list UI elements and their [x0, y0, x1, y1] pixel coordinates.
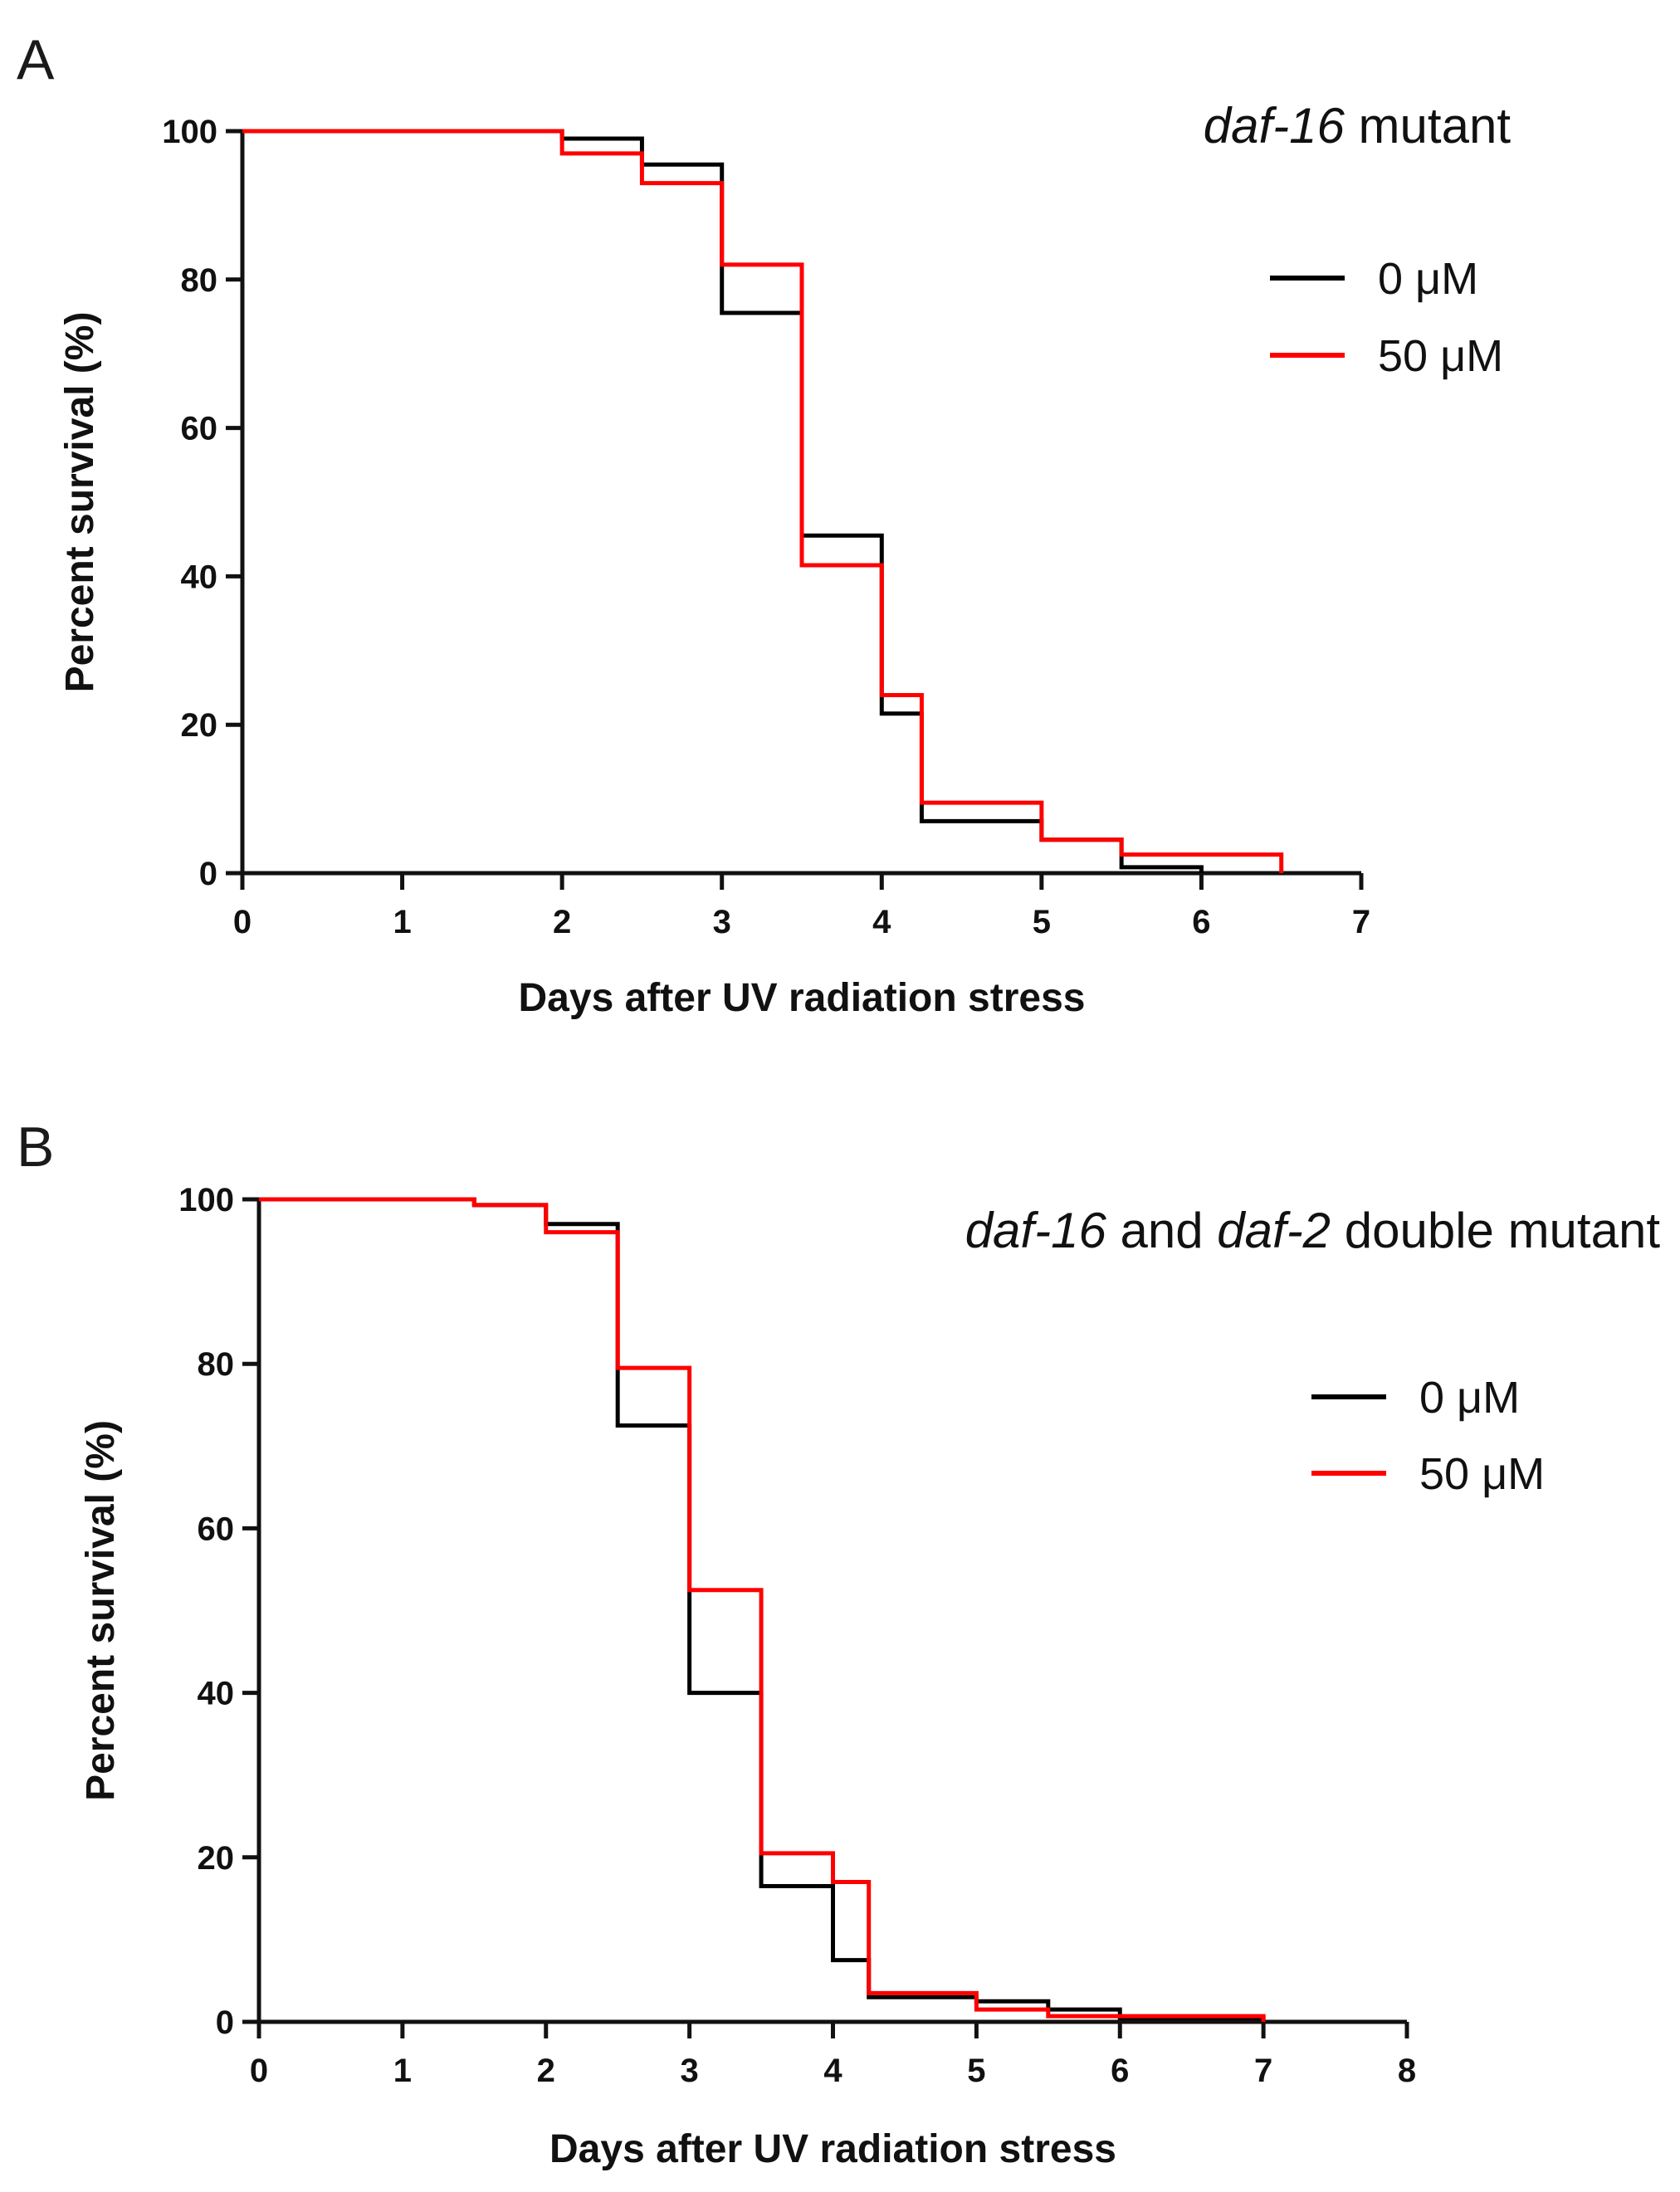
legend-label: 0 μM: [1419, 1373, 1520, 1423]
x-tick-label: 2: [553, 904, 571, 940]
x-tick-label: 3: [681, 2053, 699, 2089]
x-tick-label: 2: [537, 2053, 555, 2089]
x-tick-label: 4: [823, 2053, 842, 2089]
x-tick-label: 8: [1398, 2053, 1416, 2089]
panel-letter: B: [17, 1116, 54, 1179]
x-axis-title: Days after UV radiation stress: [519, 976, 1086, 1020]
y-tick-label: 100: [178, 1182, 234, 1218]
y-tick-label: 80: [181, 262, 218, 299]
annotation-part: daf-16: [1204, 98, 1345, 154]
x-tick-label: 3: [713, 904, 731, 940]
x-tick-label: 6: [1192, 904, 1210, 940]
y-tick-label: 60: [181, 411, 218, 447]
y-tick-label: 20: [198, 1840, 235, 1877]
series-line-treated: [259, 1197, 1266, 2022]
y-tick-label: 0: [216, 2004, 234, 2041]
annotation-part: daf-2: [1217, 1203, 1331, 1258]
x-tick-label: 6: [1111, 2053, 1129, 2089]
y-tick-label: 80: [198, 1346, 235, 1383]
y-tick-label: 0: [199, 856, 217, 892]
panel-letter: A: [17, 28, 55, 91]
chart-annotation: daf-16 and daf-2 double mutant: [965, 1203, 1661, 1258]
x-axis-title: Days after UV radiation stress: [549, 2127, 1116, 2171]
y-tick-label: 100: [162, 114, 217, 150]
annotation-part: double mutant: [1331, 1203, 1660, 1258]
x-tick-label: 7: [1254, 2053, 1272, 2089]
annotation-part: and: [1106, 1203, 1217, 1258]
series-line-treated: [242, 129, 1284, 873]
legend-label: 50 μM: [1378, 331, 1503, 381]
legend-label: 0 μM: [1378, 254, 1478, 304]
y-tick-label: 20: [181, 707, 218, 744]
annotation-part: daf-16: [965, 1203, 1107, 1258]
x-tick-label: 0: [250, 2053, 268, 2089]
x-tick-label: 4: [872, 904, 891, 940]
legend-label: 50 μM: [1419, 1449, 1545, 1499]
y-tick-label: 40: [181, 559, 218, 595]
y-axis-title: Percent survival (%): [79, 1420, 123, 1801]
annotation-part: mutant: [1345, 98, 1511, 154]
y-axis-title: Percent survival (%): [58, 312, 102, 693]
x-tick-label: 5: [1033, 904, 1051, 940]
chart-annotation: daf-16 mutant: [1204, 98, 1512, 154]
x-tick-label: 5: [967, 2053, 985, 2089]
y-tick-label: 60: [198, 1511, 235, 1547]
legend: 0 μM 50 μM: [1270, 254, 1503, 381]
x-tick-label: 7: [1352, 904, 1370, 940]
x-tick-label: 0: [233, 904, 252, 940]
chart-panel-a: A 0 1 2 3 4 5 6 7 0 20 40 60 80 100 Days after UV radia…: [17, 28, 1511, 1020]
x-tick-label: 1: [393, 2053, 412, 2089]
y-tick-label: 40: [198, 1676, 235, 1712]
legend: 0 μM 50 μM: [1311, 1373, 1545, 1499]
x-tick-label: 1: [393, 904, 411, 940]
